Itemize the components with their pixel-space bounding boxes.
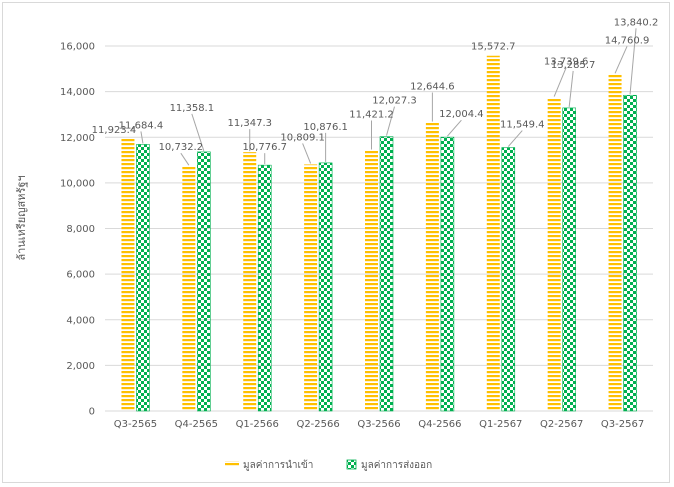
leader-line [507, 130, 523, 147]
bar-import [182, 166, 196, 411]
data-label-export: 12,027.3 [372, 96, 417, 107]
bar-import [121, 138, 135, 411]
x-tick-label: Q2-2567 [540, 419, 583, 430]
x-tick-label: Q3-2565 [114, 419, 157, 430]
bar-chart: 02,0004,0006,0008,00010,00012,00014,0001… [15, 17, 659, 471]
leader-line [568, 70, 574, 107]
data-label-import: 11,923.4 [92, 125, 137, 136]
leader-line [629, 28, 637, 95]
y-tick-label: 4,000 [66, 315, 95, 326]
x-axis-ticks: Q3-2565 Q4-2565 Q1-2566 Q2-2566 Q3-2566 Q4-25… [114, 419, 644, 430]
leader-line [140, 131, 144, 144]
bar-export [623, 94, 637, 412]
bar-export [379, 136, 394, 412]
bar-import [425, 122, 439, 412]
data-label-import: 10,732.2 [159, 142, 204, 153]
bars [121, 55, 637, 412]
leader-lines [140, 28, 637, 166]
bar-export [136, 144, 150, 412]
y-axis-label: ล้านเหรียญสหรัฐฯ [15, 175, 28, 260]
bar-export [257, 164, 272, 412]
bar-export [440, 136, 455, 412]
bar-import [608, 74, 622, 411]
y-tick-label: 14,000 [60, 87, 95, 98]
x-tick-label: Q4-2565 [175, 419, 218, 430]
data-label-export: 11,549.4 [500, 120, 545, 131]
data-label-export: 11,358.1 [170, 103, 215, 114]
x-tick-label: Q2-2566 [296, 419, 339, 430]
y-tick-label: 10,000 [60, 178, 95, 189]
data-label-export: 10,776.7 [242, 142, 287, 153]
data-label-import: 13,739.6 [544, 57, 589, 68]
x-tick-label: Q3-2566 [357, 419, 400, 430]
leader-line [614, 46, 628, 74]
legend-swatch-export [346, 459, 357, 470]
y-tick-label: 12,000 [60, 133, 95, 144]
x-tick-label: Q1-2567 [479, 419, 522, 430]
x-tick-label: Q4-2566 [418, 419, 461, 430]
legend: มูลค่าการนำเข้า มูลค่าการส่งออก [225, 459, 432, 471]
leader-line [447, 119, 462, 137]
data-label-export: 11,684.4 [119, 120, 164, 131]
leader-line [302, 143, 312, 164]
bar-import [365, 150, 378, 412]
bar-export [501, 147, 516, 412]
bar-import [304, 164, 318, 411]
data-labels: 11,923.411,684.4 10,732.2 11,358.1 11,347.3… [92, 17, 659, 153]
data-label-export: 13,285.7 [551, 60, 596, 71]
data-label-export: 12,004.4 [439, 109, 484, 120]
x-tick-label: Q3-2567 [601, 419, 644, 430]
chart-frame: 0 2,000 4,000 6,000 8,000 10,000 12,000 14,000 1… [2, 2, 670, 483]
legend-label-export: มูลค่าการส่งออก [361, 460, 432, 471]
y-axis-ticks: 0 2,000 4,000 6,000 8,000 10,000 12,000 14,000 1… [60, 42, 95, 418]
bar-export [318, 162, 333, 412]
data-label-import: 15,572.7 [471, 42, 516, 53]
legend-swatch-import [225, 461, 239, 467]
y-tick-label: 6,000 [66, 270, 95, 281]
data-label-import: 14,760.9 [605, 35, 650, 46]
leader-line [191, 113, 205, 152]
bar-import [243, 152, 257, 412]
bar-export [197, 151, 211, 412]
bar-export [562, 107, 576, 412]
x-tick-label: Q1-2566 [236, 419, 279, 430]
legend-label-import: มูลค่าการนำเข้า [243, 459, 313, 471]
y-tick-label: 2,000 [66, 361, 95, 372]
data-label-import: 11,421.2 [349, 109, 394, 120]
bar-import [547, 97, 561, 412]
data-label-import: 11,347.3 [227, 118, 272, 129]
leader-line [386, 106, 395, 136]
data-label-import: 12,644.6 [410, 82, 455, 93]
gridlines [105, 45, 653, 412]
y-tick-label: 8,000 [66, 224, 95, 235]
y-tick-label: 16,000 [60, 42, 95, 53]
y-tick-label: 0 [89, 407, 95, 418]
data-label-export: 13,840.2 [614, 17, 659, 28]
data-label-export: 10,876.1 [303, 122, 348, 133]
leader-line [553, 67, 567, 97]
data-label-import: 10,809.1 [280, 132, 325, 143]
bar-import [486, 55, 500, 412]
leader-line [180, 152, 190, 166]
